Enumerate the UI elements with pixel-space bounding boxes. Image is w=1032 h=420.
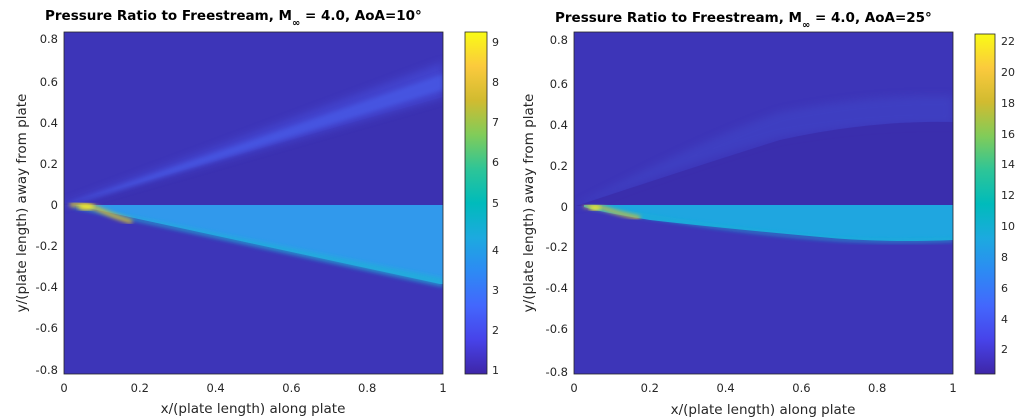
heatmap-field bbox=[574, 32, 953, 374]
colorbar-tick-label: 16 bbox=[1001, 128, 1015, 141]
colorbar-gradient bbox=[464, 31, 488, 375]
x-tick-label: 0.6 bbox=[282, 381, 300, 395]
colorbar-tick-label: 8 bbox=[1001, 251, 1008, 264]
leading-edge-hotspot bbox=[78, 204, 94, 210]
x-tick-label: 0 bbox=[60, 381, 67, 395]
post-shock-region bbox=[584, 205, 953, 241]
x-tick-label: 1 bbox=[439, 381, 446, 395]
axes-box bbox=[63, 31, 444, 375]
x-tick-label: 0.2 bbox=[131, 381, 149, 395]
x-ticks: 0 0.2 0.4 0.6 0.8 1 bbox=[60, 381, 446, 395]
x-tick-label: 0.8 bbox=[358, 381, 376, 395]
colorbar-tick-label: 14 bbox=[1001, 158, 1015, 171]
y-tick-label: -0.8 bbox=[36, 363, 58, 377]
y-ticks: -0.8 -0.6 -0.4 -0.2 0 0.2 0.4 0.6 0.8 bbox=[36, 32, 58, 377]
x-tick-label: 0.6 bbox=[792, 381, 810, 395]
expansion-region bbox=[576, 121, 953, 206]
colorbar-tick-label: 2 bbox=[492, 324, 499, 337]
y-tick-label: 0.4 bbox=[40, 116, 58, 130]
upper-shock-band bbox=[576, 95, 953, 207]
y-tick-label: 0.6 bbox=[550, 77, 568, 91]
y-tick-label: -0.4 bbox=[546, 281, 568, 295]
y-tick-label: -0.6 bbox=[36, 321, 58, 335]
colorbar-tick-label: 9 bbox=[492, 36, 499, 49]
colorbar-tick-label: 2 bbox=[1001, 343, 1008, 356]
upper-shock-core bbox=[70, 74, 443, 205]
y-tick-label: 0.4 bbox=[550, 118, 568, 132]
colorbar-tick-label: 22 bbox=[1001, 35, 1015, 48]
lower-shock-front bbox=[589, 205, 953, 243]
colorbar-tick-label: 7 bbox=[492, 116, 499, 129]
y-tick-label: -0.4 bbox=[36, 280, 58, 294]
colorbar-tick-label: 10 bbox=[1001, 220, 1015, 233]
axes-box bbox=[573, 31, 954, 375]
colorbar-tick-label: 18 bbox=[1001, 97, 1015, 110]
y-tick-label: 0 bbox=[51, 198, 58, 212]
x-axis-label: x/(plate length) along plate bbox=[671, 402, 856, 418]
y-tick-label: 0.8 bbox=[550, 33, 568, 47]
colorbar-tick-label: 12 bbox=[1001, 189, 1015, 202]
y-tick-label: 0.6 bbox=[40, 75, 58, 89]
colorbar-tick-label: 3 bbox=[492, 284, 499, 297]
x-ticks: 0 0.2 0.4 0.6 0.8 1 bbox=[570, 381, 956, 395]
x-tick-label: 0.8 bbox=[868, 381, 886, 395]
colorbar: 1 2 3 4 5 6 7 8 9 bbox=[464, 31, 499, 377]
colorbar-tick-label: 6 bbox=[1001, 282, 1008, 295]
y-tick-label: 0 bbox=[561, 200, 568, 214]
leading-edge-peak bbox=[69, 202, 133, 224]
x-axis-label: x/(plate length) along plate bbox=[161, 401, 346, 417]
y-axis-label: y/(plate length) away from plate bbox=[521, 94, 537, 313]
chart-title: Pressure Ratio to Freestream, M∞ = 4.0, … bbox=[45, 8, 422, 29]
y-tick-label: -0.8 bbox=[546, 365, 568, 379]
colorbar-tick-label: 4 bbox=[1001, 313, 1008, 326]
panel-aoa25: Pressure Ratio to Freestream, M∞ = 4.0, … bbox=[521, 10, 1015, 418]
upper-shock-band bbox=[64, 62, 443, 206]
panel-aoa10: Pressure Ratio to Freestream, M∞ = 4.0, … bbox=[14, 8, 499, 417]
colorbar-tick-label: 20 bbox=[1001, 66, 1015, 79]
y-tick-label: 0.8 bbox=[40, 32, 58, 46]
y-tick-label: -0.2 bbox=[546, 240, 568, 254]
chart-title: Pressure Ratio to Freestream, M∞ = 4.0, … bbox=[555, 10, 932, 31]
y-tick-label: -0.6 bbox=[546, 322, 568, 336]
leading-edge-peak bbox=[583, 204, 641, 220]
y-tick-label: -0.2 bbox=[36, 239, 58, 253]
colorbar-gradient bbox=[974, 33, 996, 375]
y-tick-label: 0.2 bbox=[550, 159, 568, 173]
colorbar-tick-label: 5 bbox=[492, 197, 499, 210]
colorbar-tick-label: 1 bbox=[492, 364, 499, 377]
x-tick-label: 0.2 bbox=[641, 381, 659, 395]
x-tick-label: 0.4 bbox=[206, 381, 224, 395]
y-tick-label: 0.2 bbox=[40, 157, 58, 171]
leading-edge-hotspot bbox=[589, 205, 601, 211]
y-ticks: -0.8 -0.6 -0.4 -0.2 0 0.2 0.4 0.6 0.8 bbox=[546, 33, 568, 379]
x-tick-label: 0 bbox=[570, 381, 577, 395]
x-tick-label: 0.4 bbox=[716, 381, 734, 395]
x-tick-label: 1 bbox=[949, 381, 956, 395]
colorbar-tick-label: 8 bbox=[492, 76, 499, 89]
y-axis-label: y/(plate length) away from plate bbox=[14, 94, 30, 313]
colorbar-tick-label: 6 bbox=[492, 156, 499, 169]
colorbar: 2 4 6 8 10 12 14 16 18 20 22 bbox=[974, 33, 1015, 375]
heatmap-field bbox=[64, 32, 443, 374]
lower-shock-front bbox=[74, 205, 443, 287]
colorbar-tick-label: 4 bbox=[492, 244, 499, 257]
